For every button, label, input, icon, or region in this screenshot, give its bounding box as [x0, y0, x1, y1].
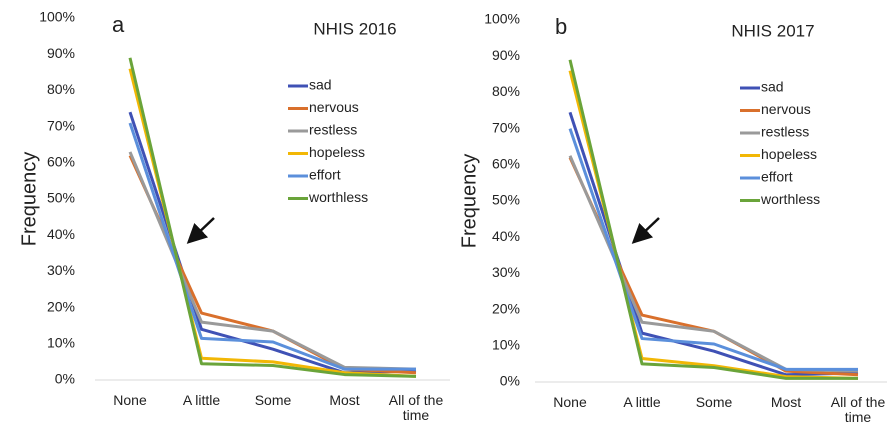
- y-tick-label: 90%: [47, 45, 75, 61]
- y-tick-label: 0%: [500, 373, 520, 389]
- x-tick-label: Most: [770, 394, 802, 410]
- y-tick-label: 100%: [39, 9, 75, 25]
- panel-label: b: [555, 14, 567, 39]
- y-tick-label: 80%: [47, 81, 75, 97]
- series-line: [128, 151, 417, 371]
- series-line: [568, 155, 859, 373]
- y-tick-label: 20%: [492, 300, 520, 316]
- y-axis-label: Frequency: [18, 152, 40, 247]
- y-tick-label: 50%: [47, 190, 75, 206]
- legend-label: worthless: [308, 189, 368, 205]
- y-tick-label: 60%: [47, 154, 75, 170]
- series-line: [568, 59, 858, 380]
- y-tick-label: 20%: [47, 298, 75, 314]
- y-tick-label: 100%: [484, 11, 520, 27]
- arrow: [186, 217, 215, 244]
- y-tick-label: 40%: [492, 228, 520, 244]
- y-tick-label: 10%: [47, 335, 75, 351]
- chart-title: NHIS 2017: [731, 21, 814, 40]
- y-tick-label: 30%: [492, 264, 520, 280]
- x-tick-label: None: [553, 394, 587, 410]
- chart-title: NHIS 2016: [313, 19, 396, 38]
- series-line: [128, 57, 417, 378]
- legend-label: nervous: [309, 99, 359, 115]
- x-tick-label: None: [113, 392, 147, 408]
- legend-label: sad: [309, 77, 332, 93]
- y-tick-label: 40%: [47, 226, 75, 242]
- x-tick-label: Some: [254, 392, 292, 408]
- y-tick-label: 90%: [492, 47, 520, 63]
- x-tick-label: A little: [182, 392, 221, 408]
- x-tick-label: Some: [695, 394, 733, 410]
- legend-label: hopeless: [761, 146, 817, 162]
- panel-label: a: [112, 12, 125, 37]
- y-tick-label: 0%: [55, 371, 75, 387]
- x-tick-label: All of the time: [830, 394, 886, 425]
- x-tick-label: Most: [329, 392, 360, 408]
- y-tick-label: 80%: [492, 83, 520, 99]
- series-line: [128, 154, 417, 375]
- legend-label: restless: [309, 122, 357, 138]
- legend-label: effort: [309, 167, 341, 183]
- legend-label: hopeless: [309, 144, 365, 160]
- legend-label: restless: [761, 124, 809, 140]
- y-tick-label: 10%: [492, 337, 520, 353]
- y-tick-label: 60%: [492, 156, 520, 172]
- legend-label: nervous: [761, 101, 811, 117]
- y-tick-label: 70%: [47, 117, 75, 133]
- x-tick-label: A little: [623, 394, 661, 410]
- legend-label: sad: [761, 79, 784, 95]
- legend-label: effort: [761, 169, 793, 185]
- y-tick-label: 30%: [47, 262, 75, 278]
- series-line: [568, 156, 859, 377]
- y-tick-label: 70%: [492, 119, 520, 135]
- y-tick-label: 50%: [492, 192, 520, 208]
- y-axis-label: Frequency: [458, 154, 480, 249]
- x-tick-label: All of the time: [388, 392, 444, 423]
- arrow: [631, 217, 660, 244]
- legend-label: worthless: [760, 191, 820, 207]
